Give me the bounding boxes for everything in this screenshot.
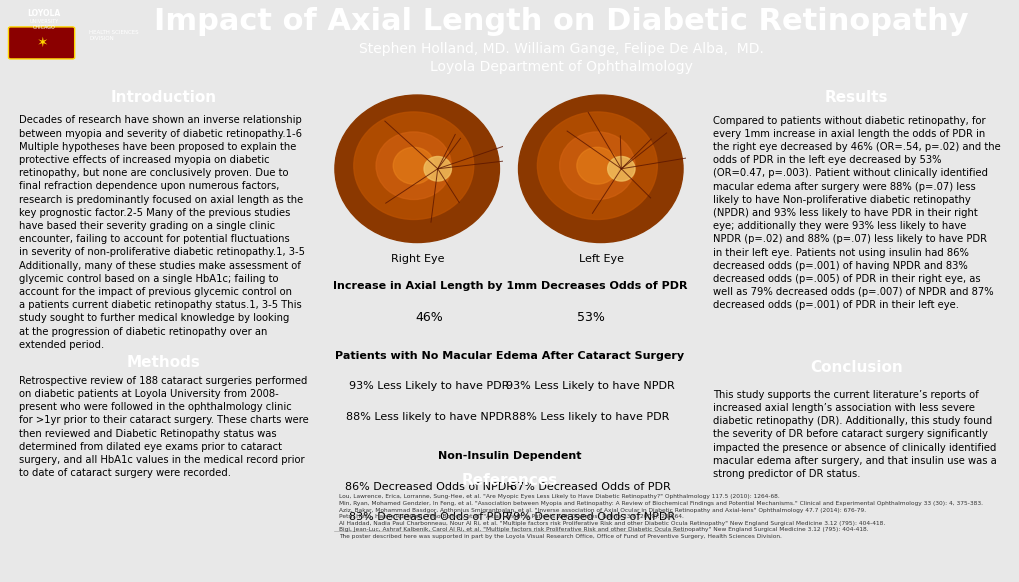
Text: Left Eye: Left Eye [579,254,624,264]
Text: Lou, Lawrence, Erica, Lorranne, Sung-Hee, et al. "Are Myopic Eyes Less Likely to: Lou, Lawrence, Erica, Lorranne, Sung-Hee… [338,494,981,539]
Text: 79% Decreased Odds of NPDR: 79% Decreased Odds of NPDR [505,512,675,522]
Text: 87% Decreased Odds of PDR: 87% Decreased Odds of PDR [510,482,671,492]
Text: 53%: 53% [577,311,604,324]
Text: Compared to patients without diabetic retinopathy, for
every 1mm increase in axi: Compared to patients without diabetic re… [712,116,1000,310]
Text: ✶: ✶ [37,36,48,50]
Text: 46%: 46% [415,311,442,324]
Circle shape [424,157,451,181]
Text: Increase in Axial Length by 1mm Decreases Odds of PDR: Increase in Axial Length by 1mm Decrease… [332,281,687,291]
Text: Right Eye: Right Eye [391,254,444,264]
Text: UNIVERSITY
CHICAGO: UNIVERSITY CHICAGO [30,19,59,30]
Text: Methods: Methods [126,354,200,370]
Circle shape [376,132,451,200]
Text: Patients with No Macular Edema After Cataract Surgery: Patients with No Macular Edema After Cat… [335,351,684,361]
Text: 88% Less likely to have PDR: 88% Less likely to have PDR [512,412,668,422]
Text: Loyola Department of Ophthalmology: Loyola Department of Ophthalmology [429,60,692,74]
Text: 83% Decreased Odds of PDR: 83% Decreased Odds of PDR [348,512,510,522]
Text: Non-Insulin Dependent: Non-Insulin Dependent [438,452,581,462]
Text: 88% Less likely to have NPDR: 88% Less likely to have NPDR [346,412,512,422]
Text: Stephen Holland, MD. William Gange, Felipe De Alba,  MD.: Stephen Holland, MD. William Gange, Feli… [359,42,762,56]
Circle shape [518,95,683,243]
Text: Results: Results [824,90,888,105]
Text: This study supports the current literature’s reports of
increased axial length’s: This study supports the current literatu… [712,390,996,479]
Circle shape [334,95,499,243]
Text: 86% Decreased Odds of NPDR: 86% Decreased Odds of NPDR [344,482,514,492]
Text: Impact of Axial Length on Diabetic Retinopathy: Impact of Axial Length on Diabetic Retin… [154,8,967,37]
Text: Decades of research have shown an inverse relationship
between myopia and severi: Decades of research have shown an invers… [19,115,305,350]
Text: Retrospective review of 188 cataract surgeries performed
on diabetic patients at: Retrospective review of 188 cataract sur… [19,376,309,478]
Text: References: References [462,473,557,488]
Text: 93% Less Likely to have PDR: 93% Less Likely to have PDR [348,381,508,391]
Text: Introduction: Introduction [110,90,216,105]
Text: HEALTH SCIENCES
DIVISION: HEALTH SCIENCES DIVISION [90,30,139,41]
Circle shape [559,132,635,200]
Circle shape [537,112,656,219]
Circle shape [607,157,635,181]
Circle shape [354,112,473,219]
Text: LOYOLA: LOYOLA [28,9,61,17]
Circle shape [576,147,618,184]
Text: Conclusion: Conclusion [810,360,902,375]
Circle shape [392,147,434,184]
FancyBboxPatch shape [8,27,74,59]
Text: 93% Less Likely to have NPDR: 93% Less Likely to have NPDR [505,381,675,391]
